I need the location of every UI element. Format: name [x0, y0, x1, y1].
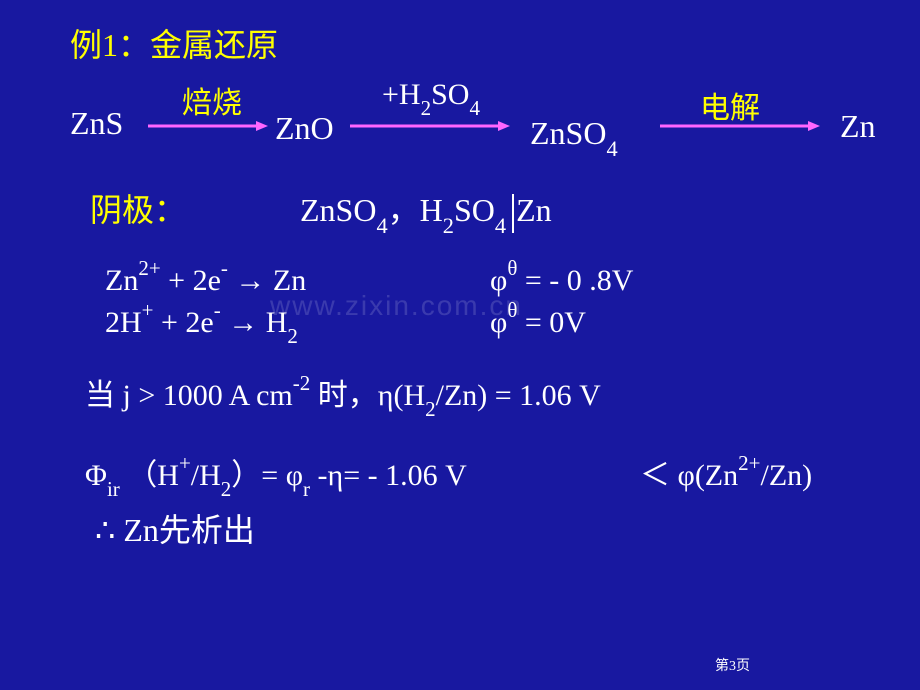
arrow-1	[148, 118, 268, 134]
title: 例1：金属还原	[70, 20, 278, 66]
phi-compare: ＜ φ(Zn2+/Zn)	[640, 450, 812, 494]
condition-line: 当 j > 1000 A cm-2 时，η(H2/Zn) = 1.06 V	[85, 370, 601, 418]
cathode-label: 阴极：	[90, 185, 186, 231]
arrow-2	[350, 118, 510, 134]
page-number: 第3页	[715, 655, 750, 675]
cathode-eq: ZnSO4，H2SO4Zn	[300, 185, 552, 234]
phi-ir-line: Φir （H+/H2）= φr -η= - 1.06 V	[85, 450, 467, 498]
watermark: www.zixin.com.cn	[270, 290, 523, 322]
half-reaction-2: 2H+ + 2e- → H2	[105, 302, 298, 345]
reagent-zns: ZnS	[70, 105, 123, 141]
reagent-zn: Zn	[840, 108, 876, 145]
reagent-znso4: ZnSO4	[530, 115, 618, 157]
reaction-label-1: 焙烧	[182, 78, 242, 122]
arrow-3	[660, 118, 820, 134]
reagent-zno: ZnO	[275, 110, 334, 147]
reaction-label-2: +H2SO4	[382, 78, 480, 117]
reaction-chain: ZnS	[70, 105, 123, 142]
conclusion: ∴ Zn先析出	[95, 505, 255, 551]
